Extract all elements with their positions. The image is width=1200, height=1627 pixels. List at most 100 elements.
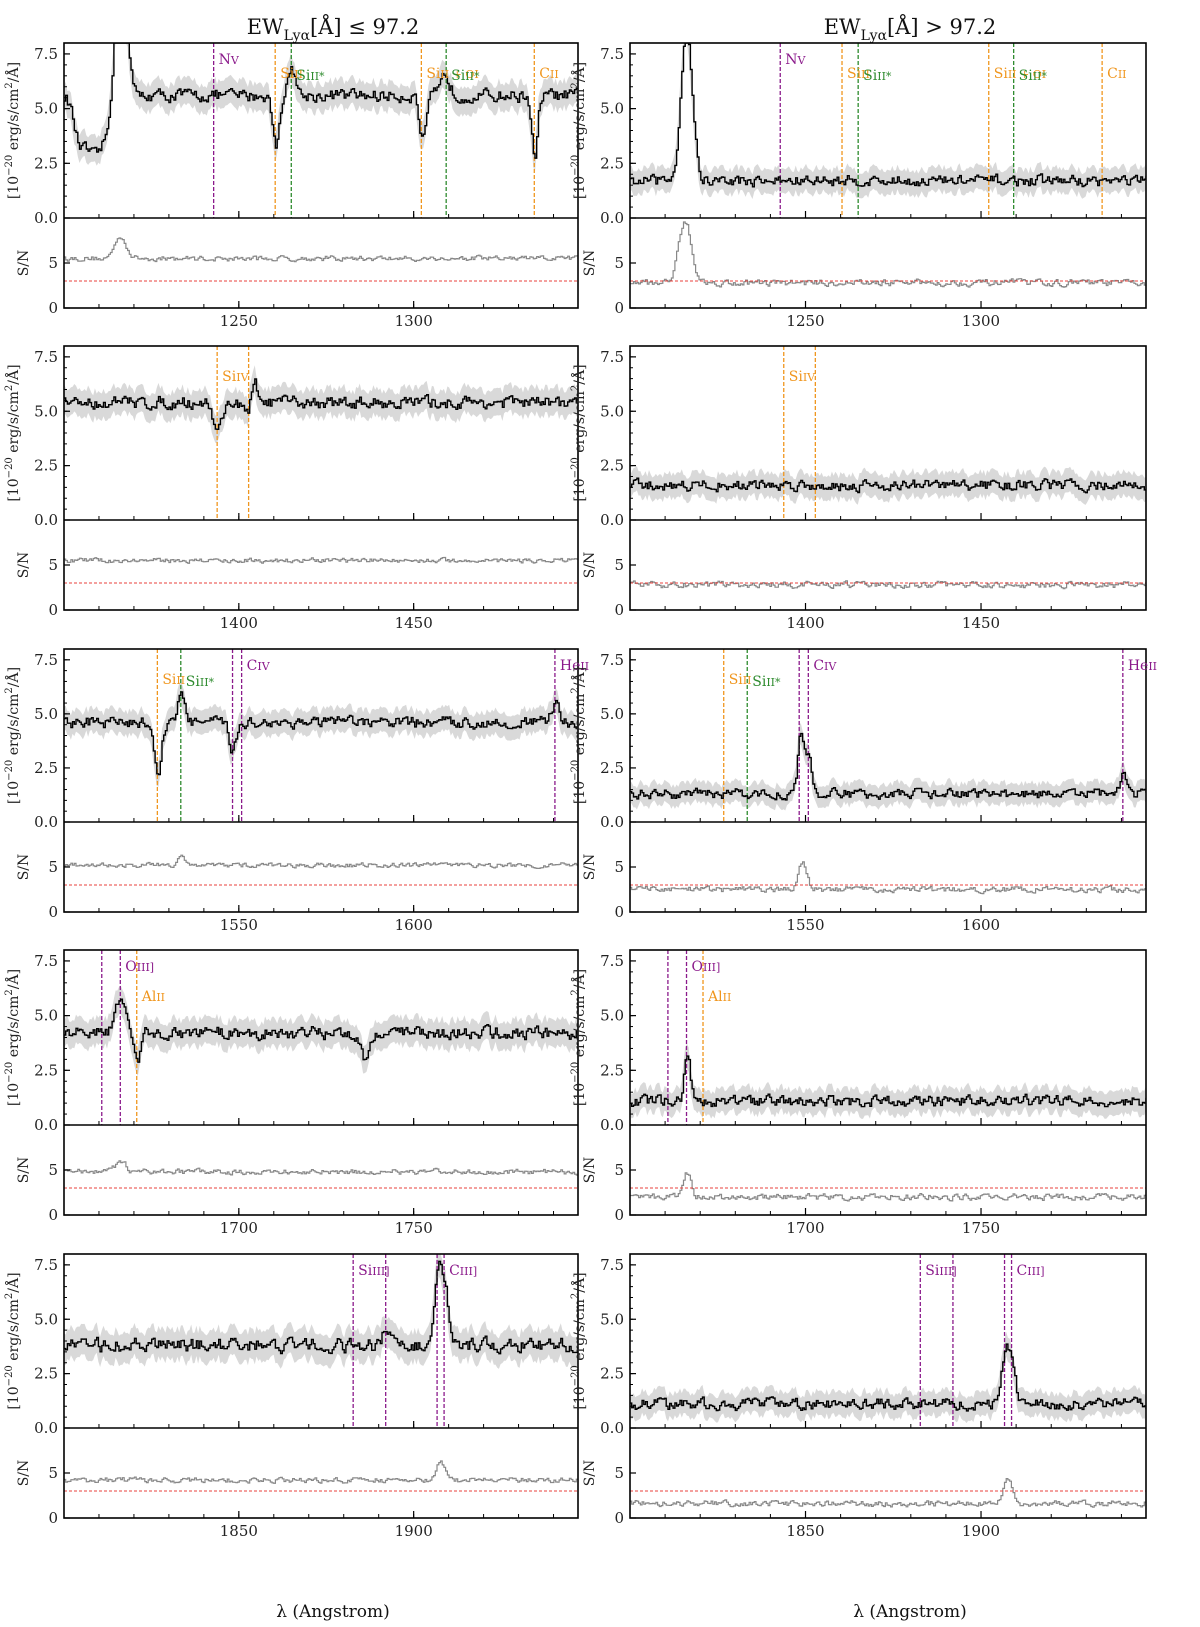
flux-ylabel: [10−20 erg/s/cm2/Å]	[4, 667, 22, 804]
panel-frame	[63, 949, 579, 1216]
xtick-label: 1450	[395, 614, 433, 632]
xtick-label: 1300	[962, 312, 1000, 330]
sn-ytick-label: 5	[614, 254, 624, 272]
panel-frame	[63, 42, 579, 309]
flux-error-band	[630, 723, 1146, 811]
flux-spectrum-line	[630, 477, 1146, 494]
panel-row4-right: 0.0 2.5 5.0 7.5 0 5 1700 1750 OIII] AlII [10−20 er…	[570, 949, 1147, 1237]
flux-spectrum-line	[630, 1343, 1146, 1412]
xtick-label: 1700	[220, 1219, 258, 1237]
flux-ytick-label: 7.5	[34, 348, 58, 366]
xtick-label: 1850	[220, 1522, 258, 1540]
flux-ytick-label: 2.5	[34, 1365, 58, 1383]
column-title-right: EWLyα[Å] > 97.2	[824, 14, 997, 44]
flux-ytick-label: 0.0	[600, 1116, 624, 1134]
flux-ytick-label: 7.5	[34, 651, 58, 669]
sn-ytick-label: 5	[48, 1161, 58, 1179]
sn-ylabel: S/N	[582, 1460, 598, 1487]
sn-ytick-label: 5	[614, 556, 624, 574]
sn-ylabel: S/N	[16, 1460, 32, 1487]
sn-ylabel: S/N	[582, 250, 598, 277]
panel-frame	[63, 345, 579, 611]
panel-row3-right: 0.0 2.5 5.0 7.5 0 5 1550 1600 SiII SiII* CIV HeII [1…	[570, 648, 1157, 934]
sn-spectrum-line	[630, 221, 1146, 288]
flux-ytick-label: 7.5	[34, 45, 58, 63]
sn-ylabel: S/N	[16, 552, 32, 579]
flux-ytick-label: 0.0	[600, 813, 624, 831]
panel-frame	[63, 1253, 579, 1519]
xtick-label: 1400	[220, 614, 258, 632]
flux-ytick-label: 2.5	[600, 759, 624, 777]
flux-ytick-label: 0.0	[34, 511, 58, 529]
sn-ytick-label: 0	[48, 299, 58, 317]
flux-error-band	[64, 365, 578, 443]
flux-error-band	[630, 43, 1146, 199]
xtick-label: 1600	[395, 916, 433, 934]
sn-ytick-label: 0	[614, 299, 624, 317]
flux-ytick-label: 5.0	[600, 100, 624, 118]
xtick-label: 1550	[786, 916, 824, 934]
flux-ytick-label: 2.5	[34, 457, 58, 475]
line-label: SiII*	[1019, 68, 1048, 84]
xtick-label: 1700	[786, 1219, 824, 1237]
sn-spectrum-line	[64, 556, 578, 564]
flux-error-band	[64, 43, 578, 172]
flux-error-band	[630, 1043, 1146, 1119]
line-label: SiII*	[863, 68, 892, 84]
sn-ytick-label: 5	[48, 858, 58, 876]
x-axis-label-right: λ (Angstrom)	[853, 1602, 967, 1622]
sn-ytick-label: 0	[614, 903, 624, 921]
line-label: SiIV	[222, 369, 249, 385]
flux-ylabel: [10−20 erg/s/cm2/Å]	[570, 667, 588, 804]
column-title-left: EWLyα[Å] ≤ 97.2	[247, 14, 420, 44]
line-label: CIV	[813, 658, 837, 674]
flux-ytick-label: 7.5	[600, 1256, 624, 1274]
xtick-label: 1250	[220, 312, 258, 330]
line-label: SiII	[847, 66, 870, 82]
line-label: SiIII]	[358, 1263, 389, 1279]
flux-ytick-label: 5.0	[34, 1310, 58, 1328]
sn-ytick-label: 5	[48, 556, 58, 574]
line-label: CII	[1107, 66, 1126, 82]
flux-spectrum-line	[630, 732, 1146, 801]
flux-ytick-label: 2.5	[600, 154, 624, 172]
flux-ytick-label: 7.5	[600, 651, 624, 669]
flux-ytick-label: 5.0	[600, 1007, 624, 1025]
panel-frame	[629, 648, 1147, 913]
line-label: SiII*	[186, 674, 215, 690]
xtick-label: 1750	[962, 1219, 1000, 1237]
flux-ytick-label: 5.0	[600, 705, 624, 723]
sn-ytick-label: 5	[614, 1464, 624, 1482]
flux-ytick-label: 0.0	[34, 813, 58, 831]
flux-ytick-label: 5.0	[34, 1007, 58, 1025]
flux-ylabel: [10−20 erg/s/cm2/Å]	[570, 969, 588, 1106]
flux-ytick-label: 7.5	[600, 952, 624, 970]
line-label: SiII + OI	[994, 66, 1046, 82]
flux-ytick-label: 2.5	[34, 154, 58, 172]
flux-ytick-label: 5.0	[600, 1310, 624, 1328]
line-label: CII	[539, 66, 558, 82]
panel-row2-left: 0.0 2.5 5.0 7.5 0 5 1400 1450 SiIV [10−20 erg/s/c…	[4, 345, 579, 632]
line-label: SiIV	[789, 369, 816, 385]
flux-ytick-label: 5.0	[600, 402, 624, 420]
sn-ytick-label: 0	[614, 1206, 624, 1224]
flux-ytick-label: 0.0	[34, 1116, 58, 1134]
sn-spectrum-line	[64, 237, 578, 263]
line-label: SiII*	[451, 68, 480, 84]
sn-ytick-label: 0	[614, 601, 624, 619]
flux-ytick-label: 2.5	[600, 1365, 624, 1383]
panel-row5-left: 0.0 2.5 5.0 7.5 0 5 1850 1900 SiIII] CIII] [10−20 …	[4, 1253, 579, 1540]
line-label: OIII]	[125, 959, 154, 975]
panel-row2-right: 0.0 2.5 5.0 7.5 0 5 1400 1450 SiIV [10−20 erg/s/c…	[570, 345, 1147, 632]
flux-spectrum-line	[630, 1055, 1146, 1108]
sn-ylabel: S/N	[582, 854, 598, 881]
xtick-label: 1550	[220, 916, 258, 934]
flux-ytick-label: 0.0	[600, 209, 624, 227]
line-label: CIV	[247, 658, 271, 674]
line-label: CIII]	[1017, 1263, 1045, 1279]
line-label: SiIII]	[925, 1263, 956, 1279]
line-label: NV	[785, 52, 806, 68]
